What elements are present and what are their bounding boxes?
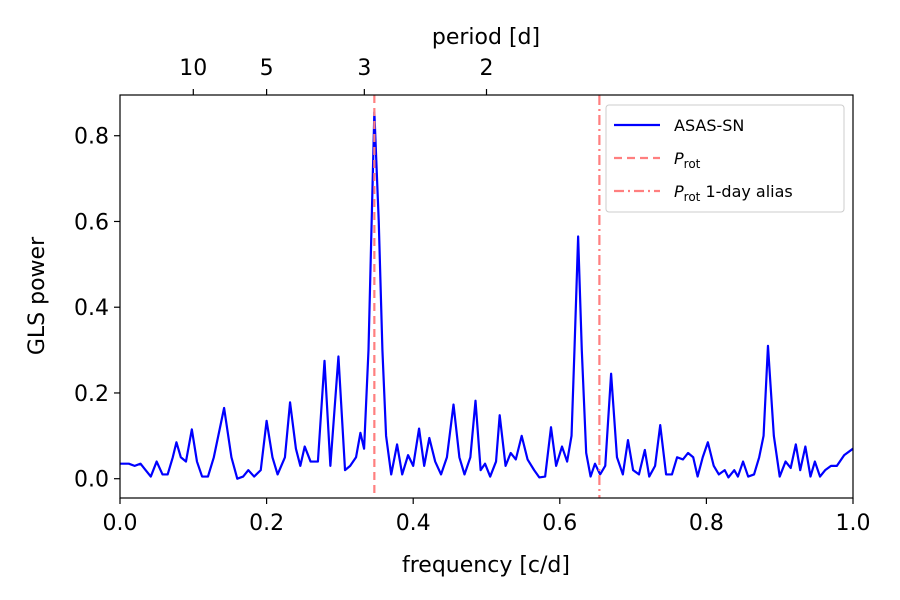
legend-label-asas-sn: ASAS-SN	[674, 116, 744, 135]
x-axis-title: frequency [c/d]	[402, 553, 570, 578]
x-tick-label: 0.4	[396, 511, 431, 536]
y-tick-label: 0.6	[74, 210, 109, 235]
plot-area	[120, 95, 854, 498]
y-tick-label: 0.4	[74, 296, 109, 321]
y-tick-label: 0.0	[74, 468, 109, 493]
top-axis-title: period [d]	[432, 25, 540, 50]
x-tick-label: 0.2	[249, 511, 284, 536]
x-tick-label: 1.0	[836, 511, 871, 536]
top-tick-label: 3	[357, 56, 371, 81]
legend: ASAS-SN Prot Prot 1-day alias	[605, 104, 845, 213]
top-axis-ticks: 10 5 3 2	[179, 56, 494, 95]
x-axis-ticks: 0.0 0.2 0.4 0.6 0.8 1.0	[103, 498, 871, 536]
x-tick-label: 0.0	[103, 511, 138, 536]
top-tick-label: 2	[480, 56, 494, 81]
legend-label-prot: Prot	[674, 149, 701, 171]
x-tick-label: 0.6	[542, 511, 577, 536]
y-tick-label: 0.2	[74, 382, 109, 407]
series-line-asas-sn	[120, 111, 854, 480]
legend-box	[605, 104, 845, 213]
legend-label-prot-alias: Prot 1-day alias	[674, 182, 793, 204]
top-tick-label: 10	[179, 56, 207, 81]
y-axis-ticks: 0.0 0.2 0.4 0.6 0.8	[74, 125, 120, 493]
top-tick-label: 5	[260, 56, 274, 81]
y-tick-label: 0.8	[74, 125, 109, 150]
x-tick-label: 0.8	[689, 511, 724, 536]
y-axis-title: GLS power	[25, 236, 50, 355]
